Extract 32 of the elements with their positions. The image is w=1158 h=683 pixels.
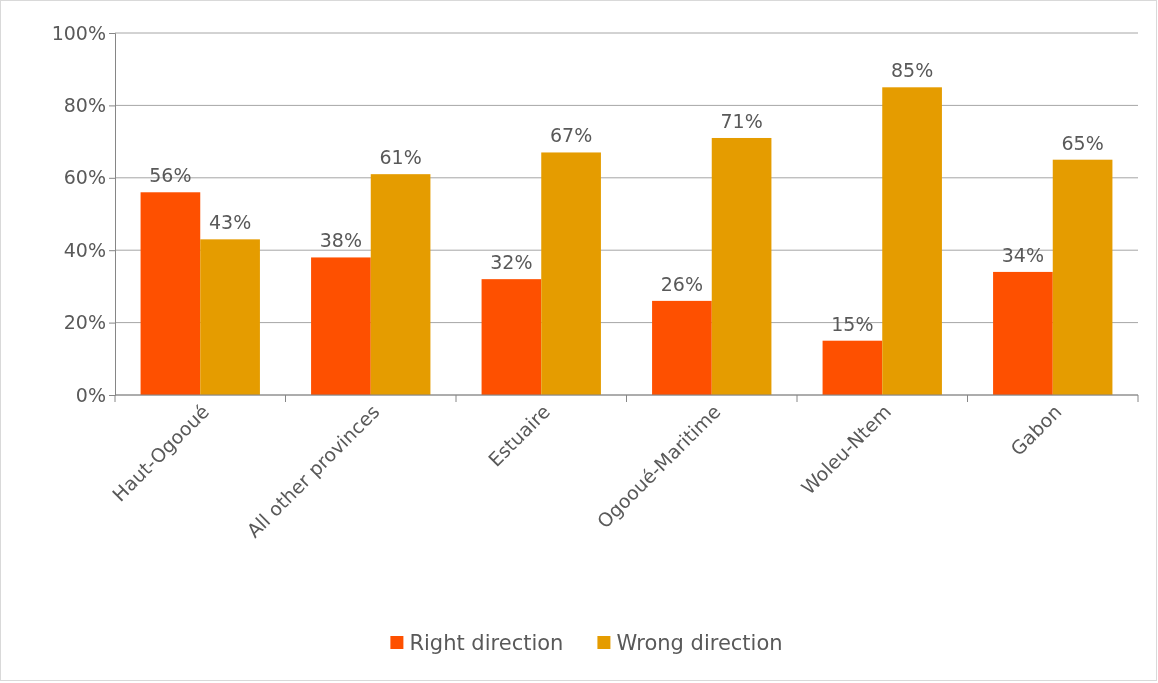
bar [200,239,260,395]
y-tick-label: 40% [63,238,106,261]
data-label: 15% [831,312,874,335]
bar [541,152,601,395]
bar [652,300,712,395]
data-label: 43% [208,211,252,234]
bar [140,192,201,395]
data-label: 26% [660,272,704,295]
data-label: 67% [549,124,593,147]
data-label: 71% [720,109,763,132]
data-label: 61% [379,146,422,169]
y-tick-label: 20% [63,311,106,334]
bar [370,174,431,395]
data-label: 85% [890,59,934,82]
bar [311,257,371,395]
data-label: 34% [1001,243,1045,266]
bar [1052,159,1113,395]
bar [822,340,883,395]
data-label: 56% [149,164,192,187]
bar [711,137,772,395]
y-tick-label: 60% [63,166,106,189]
y-tick-label: 100% [51,21,106,44]
legend-label: Wrong direction [616,631,783,655]
y-tick-label: 0% [75,383,106,406]
legend-label: Right direction [409,631,564,655]
data-label: 32% [490,251,533,274]
data-label: 65% [1061,131,1104,154]
bar [882,87,942,395]
bar [481,279,542,395]
data-label: 38% [319,229,363,252]
bar [993,271,1053,395]
y-tick-label: 80% [63,93,106,116]
